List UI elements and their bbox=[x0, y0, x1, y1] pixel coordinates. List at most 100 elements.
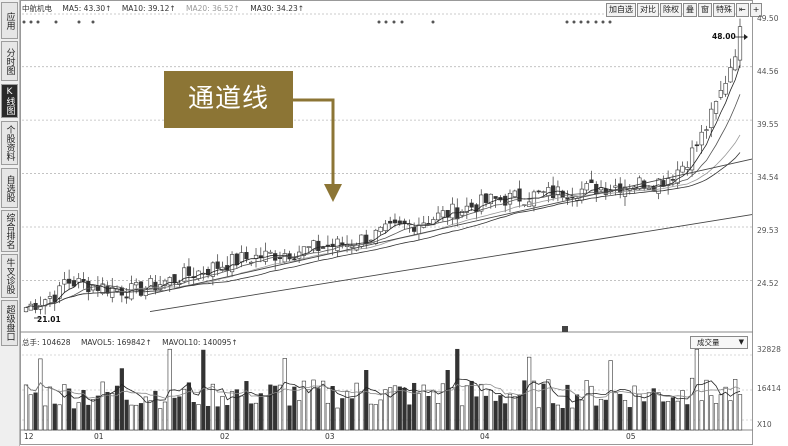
volume-bar bbox=[95, 395, 100, 431]
volume-bar bbox=[43, 405, 48, 431]
candle-body bbox=[225, 265, 230, 271]
ma30-label: MA30: 34.23↑ bbox=[250, 4, 305, 13]
volume-bar bbox=[603, 399, 608, 431]
volume-bar bbox=[316, 388, 321, 431]
volume-bar bbox=[426, 395, 431, 431]
volume-bar bbox=[210, 383, 215, 431]
volume-bar bbox=[618, 393, 623, 431]
volume-bar bbox=[258, 393, 263, 431]
volume-bar bbox=[158, 408, 163, 431]
sidebar-item[interactable]: 应用 bbox=[1, 2, 18, 39]
volume-bar bbox=[114, 385, 120, 431]
volume-bar bbox=[450, 387, 455, 431]
sidebar-item[interactable]: 分时图 bbox=[1, 41, 18, 81]
volume-bar bbox=[71, 408, 77, 431]
candle-body bbox=[86, 280, 91, 293]
volume-bar bbox=[86, 404, 91, 431]
sidebar-item[interactable]: 综合排名 bbox=[1, 210, 18, 252]
chevron-down-icon: ▼ bbox=[738, 338, 744, 346]
event-dot bbox=[36, 20, 40, 24]
volume-bar bbox=[301, 380, 307, 431]
candle-body bbox=[412, 226, 417, 232]
volume-bar bbox=[675, 400, 680, 431]
candle-body bbox=[383, 223, 388, 231]
candle-body bbox=[450, 203, 455, 219]
candle-body bbox=[292, 258, 297, 261]
volume-bar bbox=[282, 358, 287, 431]
volume-bar bbox=[263, 396, 268, 431]
special-button[interactable]: 特殊 bbox=[713, 3, 735, 17]
volume-bar bbox=[225, 405, 230, 431]
overlay-button[interactable]: 叠 bbox=[683, 3, 697, 17]
volume-bar bbox=[57, 404, 62, 431]
candle-body bbox=[47, 296, 53, 299]
peak-price-label: 48.00 bbox=[712, 32, 736, 41]
ma-line bbox=[25, 134, 741, 308]
candle-body bbox=[229, 254, 235, 273]
y-tick-label: 44.56 bbox=[757, 67, 779, 76]
chart-toolbar: 加自选 对比 除权 叠 窗 特殊 ⇤ + bbox=[606, 3, 763, 17]
candle-body bbox=[244, 252, 249, 260]
candle-body bbox=[186, 266, 192, 276]
candle-body bbox=[43, 299, 48, 307]
candle-body bbox=[23, 307, 29, 313]
compare-button[interactable]: 对比 bbox=[637, 3, 659, 17]
candle-body bbox=[172, 274, 177, 283]
sidebar-item[interactable]: K线图 bbox=[1, 84, 18, 118]
candle-body bbox=[579, 188, 584, 201]
volume-bar bbox=[167, 348, 172, 431]
sidebar-item[interactable]: 牛叉诊股 bbox=[1, 254, 18, 298]
volume-bar bbox=[718, 394, 723, 431]
candle-body bbox=[57, 285, 62, 299]
sidebar-item[interactable]: 超级盘口 bbox=[1, 300, 18, 346]
sidebar-item[interactable]: 自选股 bbox=[1, 168, 18, 208]
candle-body bbox=[349, 245, 354, 248]
volume-bar bbox=[325, 402, 330, 431]
volume-bar bbox=[546, 379, 551, 431]
candle-body bbox=[28, 303, 33, 311]
ex-rights-button[interactable]: 除权 bbox=[660, 3, 682, 17]
shrink-icon[interactable]: ⇤ bbox=[736, 3, 749, 17]
candle-body bbox=[512, 190, 517, 198]
x-tick-label: 02 bbox=[220, 432, 230, 441]
arrow-head-icon bbox=[324, 184, 342, 202]
volume-bar bbox=[402, 387, 407, 431]
event-dot bbox=[384, 20, 388, 24]
candle-body bbox=[239, 252, 244, 263]
candle-body bbox=[445, 209, 450, 218]
volume-bar bbox=[474, 396, 479, 431]
volume-bar bbox=[642, 401, 647, 431]
volume-bar bbox=[134, 404, 139, 431]
sidebar-item[interactable]: 个股资料 bbox=[1, 121, 18, 165]
volume-bar bbox=[205, 405, 211, 431]
volume-bar bbox=[594, 405, 599, 431]
peak-arrow-icon bbox=[744, 34, 748, 40]
volume-bar bbox=[349, 398, 354, 431]
volume-bar bbox=[359, 391, 364, 431]
volume-bar bbox=[541, 383, 546, 431]
candle-body bbox=[277, 257, 283, 259]
volume-bar bbox=[565, 384, 570, 431]
mavol10-label: MAVOL10: 140095↑ bbox=[162, 338, 238, 347]
add-watchlist-button[interactable]: 加自选 bbox=[606, 3, 636, 17]
expand-icon[interactable]: + bbox=[749, 3, 763, 17]
candle-body bbox=[455, 207, 460, 220]
candle-body bbox=[392, 219, 398, 224]
candle-body bbox=[258, 255, 263, 259]
volume-bar bbox=[694, 348, 699, 431]
volume-bar bbox=[527, 356, 532, 431]
event-dot bbox=[572, 20, 576, 24]
candle-body bbox=[167, 277, 172, 286]
candle-body bbox=[488, 193, 493, 204]
indicator-select[interactable]: 成交量 ▼ bbox=[690, 336, 748, 349]
volume-bar bbox=[388, 387, 393, 431]
volume-bar bbox=[52, 403, 57, 431]
volume-bar bbox=[364, 370, 369, 431]
y-tick-label: 34.54 bbox=[757, 173, 779, 182]
event-dot bbox=[565, 20, 569, 24]
channel-line-upper bbox=[147, 158, 753, 295]
candle-body bbox=[71, 280, 77, 287]
volume-bar bbox=[191, 402, 196, 431]
window-button[interactable]: 窗 bbox=[698, 3, 712, 17]
candle-body bbox=[52, 294, 57, 302]
